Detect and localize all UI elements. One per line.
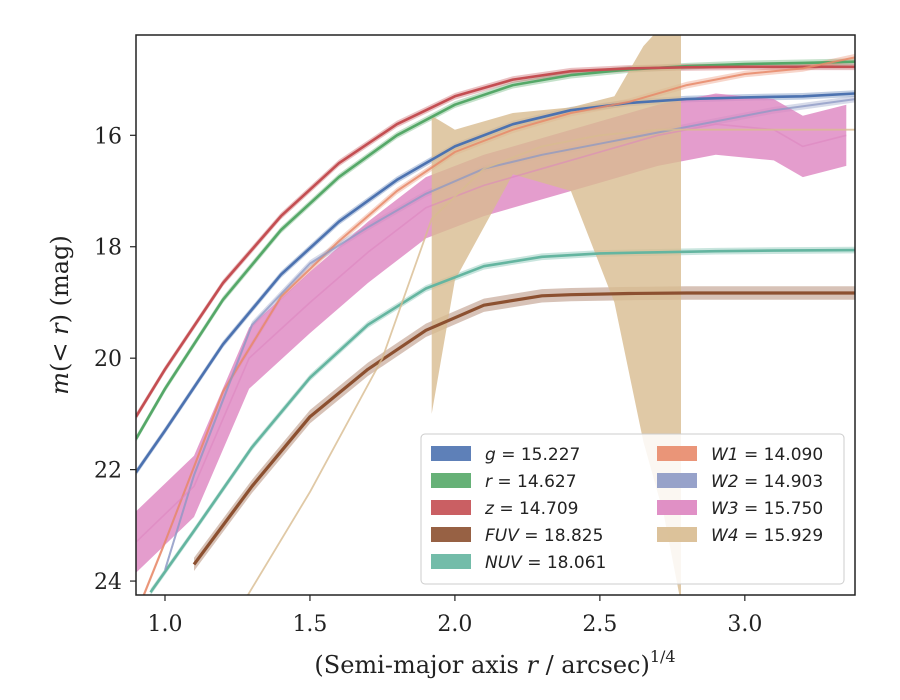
legend-label-g: g = 15.227 <box>485 445 580 465</box>
y-tick-label: 16 <box>94 124 122 149</box>
y-axis-ticks: 16 18 20 22 24 <box>94 124 136 595</box>
x-tick-label: 2.0 <box>437 612 472 637</box>
x-axis-ticks: 1.0 1.5 2.0 2.5 3.0 <box>147 595 762 637</box>
series-line-w4 <box>246 128 855 595</box>
legend-label-w2: W2 = 14.903 <box>711 472 823 492</box>
legend-swatch-nuv <box>431 554 471 569</box>
series-line-z <box>136 65 855 418</box>
series-line-fuv <box>192 291 855 566</box>
y-tick-label: 24 <box>94 570 122 595</box>
legend-label-nuv: NUV = 18.061 <box>485 553 606 573</box>
legend-swatch-z <box>431 500 471 515</box>
series-line-nuv <box>149 248 855 593</box>
legend-label-r: r = 14.627 <box>485 472 577 492</box>
x-tick-label: 3.0 <box>727 612 762 637</box>
uncertainty-bands <box>136 35 855 595</box>
y-tick-label: 22 <box>94 459 122 484</box>
y-axis-label: m(< r) (mag) <box>46 235 74 395</box>
legend-label-fuv: FUV = 18.825 <box>485 526 603 546</box>
legend-swatch-r <box>431 473 471 488</box>
series-line-g <box>136 92 855 474</box>
plot-frame <box>135 34 856 596</box>
x-axis-label: (Semi-major axis r / arcsec)1/4 <box>314 647 675 679</box>
y-tick-label: 20 <box>94 347 122 372</box>
band-w4 <box>431 35 681 595</box>
legend-swatch-w2 <box>657 473 697 488</box>
legend-swatch-w3 <box>657 500 697 515</box>
series-lines <box>136 56 855 595</box>
legend-swatch-fuv <box>431 527 471 542</box>
x-tick-label: 1.5 <box>292 612 327 637</box>
x-tick-label: 2.5 <box>582 612 617 637</box>
legend-swatch-w4 <box>657 527 697 542</box>
x-tick-label: 1.0 <box>147 612 182 637</box>
legend-swatch-g <box>431 446 471 461</box>
legend-label-w3: W3 = 15.750 <box>711 499 823 519</box>
legend: g = 15.227 r = 14.627 z = 14.709 FUV = 18.8… <box>420 433 845 585</box>
legend-box <box>420 433 845 585</box>
legend-swatch-w1 <box>657 446 697 461</box>
series-line-r <box>136 60 855 440</box>
legend-label-w4: W4 = 15.929 <box>711 526 823 546</box>
legend-label-z: z = 14.709 <box>484 499 578 519</box>
legend-label-w1: W1 = 14.090 <box>711 445 823 465</box>
series-line-w3 <box>136 123 847 543</box>
y-tick-label: 18 <box>94 236 122 261</box>
